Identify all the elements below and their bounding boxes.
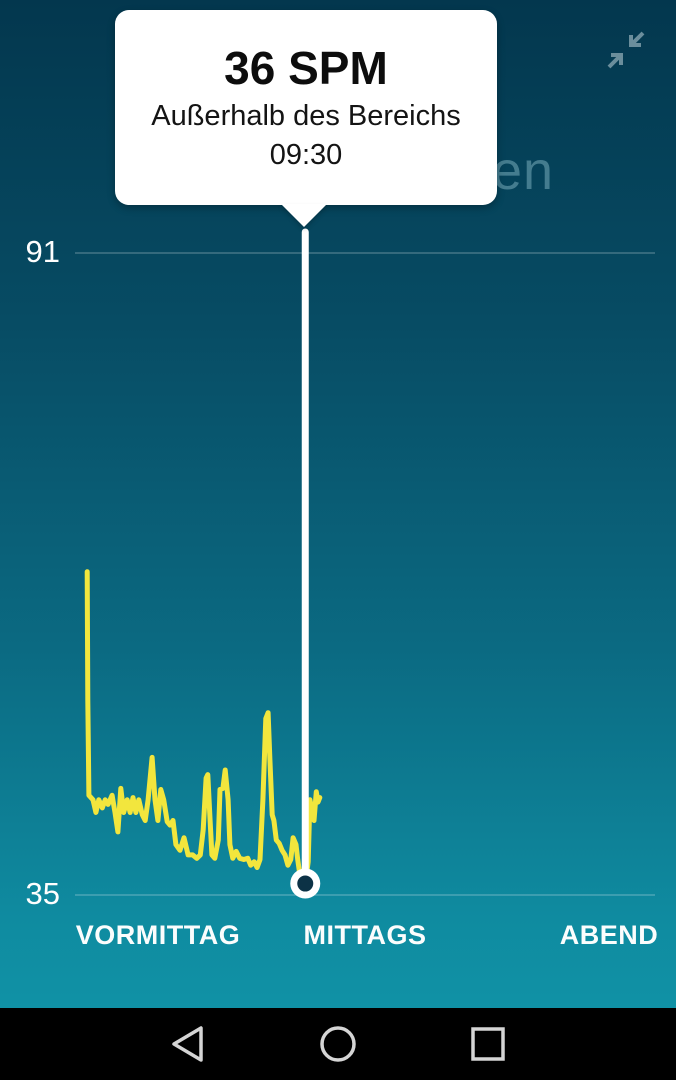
recents-square-icon <box>471 1027 505 1061</box>
selected-point-marker-dot <box>297 875 314 892</box>
y-axis-tick-91: 91 <box>25 234 60 269</box>
tooltip-time: 09:30 <box>269 139 343 172</box>
tooltip-value: 36 SPM <box>224 41 388 94</box>
x-axis-label-vormittag: VORMITTAG <box>75 920 241 950</box>
home-circle-icon <box>320 1026 356 1062</box>
data-point-tooltip: 36 SPM Außerhalb des Bereichs 09:30 <box>115 10 497 205</box>
recents-button[interactable] <box>413 1008 563 1080</box>
back-triangle-icon <box>172 1026 203 1062</box>
spm-series-line <box>84 569 323 886</box>
x-axis-label-abend: ABEND <box>559 920 659 950</box>
android-navigation-bar <box>0 1008 676 1080</box>
background-title-fragment: en <box>492 141 555 201</box>
collapse-arrows-icon <box>607 31 645 69</box>
x-axis-label-mittags: MITTAGS <box>303 920 427 950</box>
tooltip-status: Außerhalb des Bereichs <box>151 100 461 133</box>
tooltip-pointer <box>281 204 327 227</box>
home-button[interactable] <box>263 1008 413 1080</box>
back-button[interactable] <box>113 1008 263 1080</box>
y-axis-tick-35: 35 <box>25 876 60 911</box>
collapse-fullscreen-button[interactable] <box>604 26 648 70</box>
